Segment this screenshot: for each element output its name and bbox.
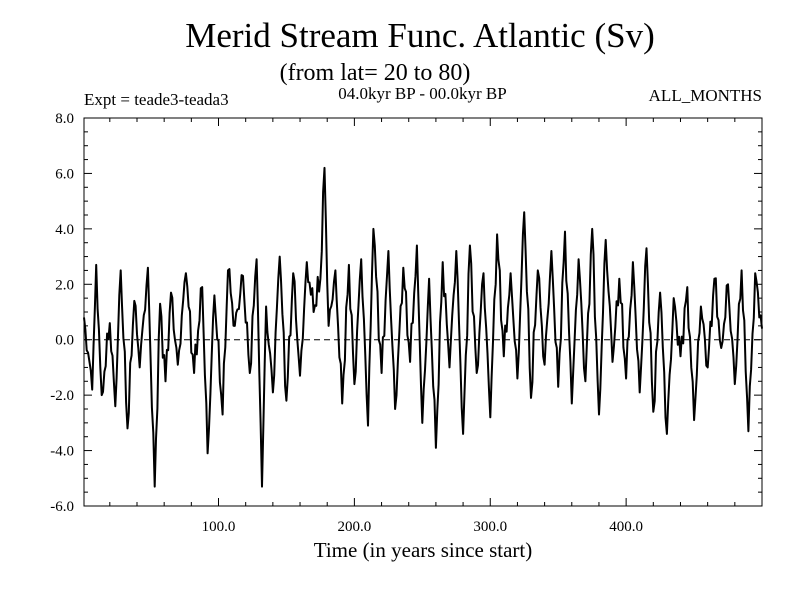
- x-tick-label: 100.0: [202, 519, 236, 535]
- y-tick-label: 6.0: [55, 166, 74, 182]
- y-tick-label: -2.0: [50, 388, 74, 404]
- x-tick-label: 200.0: [338, 519, 372, 535]
- x-axis-label: Time (in years since start): [313, 538, 533, 562]
- y-tick-label: 0.0: [55, 333, 74, 349]
- data-series-line: [83, 166, 763, 488]
- chart-title: Merid Stream Func. Atlantic (Sv): [185, 16, 655, 55]
- x-tick-label: 400.0: [609, 519, 643, 535]
- y-tick-label: -6.0: [50, 499, 74, 515]
- period-label: 04.0kyr BP - 00.0kyr BP: [338, 84, 507, 103]
- y-tick-label: 4.0: [55, 222, 74, 238]
- y-tick-label: 8.0: [55, 111, 74, 127]
- plot-frame: [83, 117, 763, 507]
- chart-subtitle: (from lat= 20 to 80): [279, 60, 471, 86]
- experiment-label: Expt = teade3-teada3: [84, 90, 229, 109]
- y-tick-label: -4.0: [50, 444, 74, 460]
- y-tick-label: 2.0: [55, 277, 74, 293]
- x-tick-label: 300.0: [473, 519, 507, 535]
- months-label: ALL_MONTHS: [648, 86, 762, 105]
